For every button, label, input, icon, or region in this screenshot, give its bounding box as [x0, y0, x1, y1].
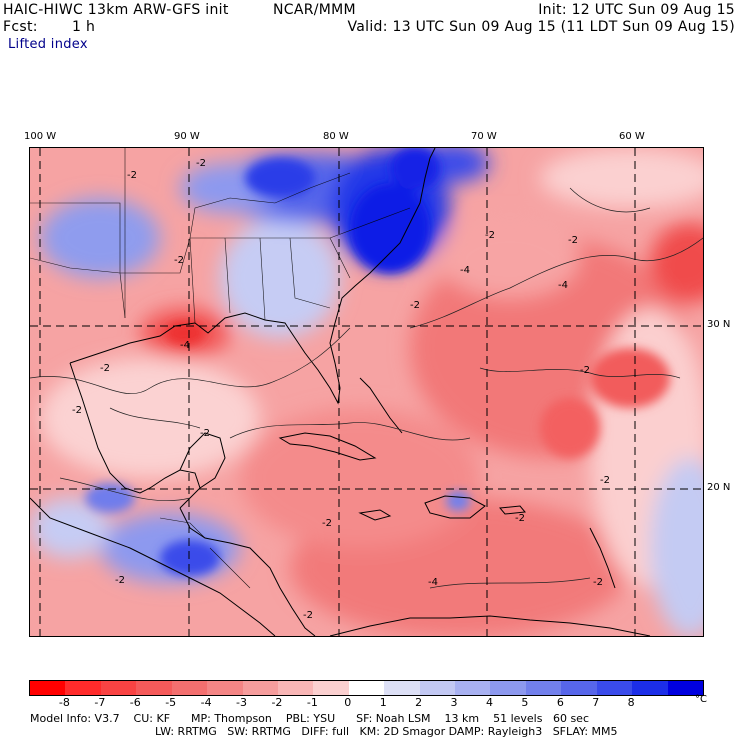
map-canvas: -2 -2 -2 -2 -4 -4 -2 -2 -2 -4 -2 -2 -2 -… — [30, 148, 703, 636]
legend-tick-label: 8 — [627, 696, 635, 709]
legend-color-cell — [277, 681, 314, 695]
legend-color-cell — [313, 681, 349, 695]
contour-label: -2 — [600, 475, 610, 486]
contour-label: -2 — [115, 575, 125, 586]
legend-color-cell — [596, 681, 633, 695]
contour-label: -2 — [515, 513, 525, 524]
legend-unit: °C — [695, 694, 707, 705]
legend-color-cell — [419, 681, 456, 695]
fcst-value: 1 h — [72, 19, 96, 35]
contour-label: -2 — [322, 518, 332, 529]
contour-lines — [30, 187, 703, 589]
legend-color-cell — [207, 681, 243, 695]
fcst-label: Fcst: — [3, 19, 38, 35]
legend-tick-label: -4 — [200, 696, 212, 709]
legend-color-cell — [632, 681, 668, 695]
legend-tick-label: -7 — [94, 696, 106, 709]
legend-tick-label: 5 — [521, 696, 529, 709]
legend-color-cell — [490, 681, 526, 695]
legend-color-cell — [30, 681, 66, 695]
legend-color-cell — [100, 681, 137, 695]
legend-tick-label: 1 — [379, 696, 387, 709]
legend-tick-label: 0 — [344, 696, 352, 709]
legend-color-cell — [65, 681, 101, 695]
legend-tick-label: -2 — [271, 696, 283, 709]
model-info-line2: LW: RRTMG SW: RRTMG DIFF: full KM: 2D Sm… — [155, 725, 618, 738]
legend-tick-label: 3 — [450, 696, 458, 709]
lon-label-100w: 100 W — [24, 131, 57, 142]
lon-label-80w: 80 W — [323, 131, 349, 142]
contour-label: -2 — [580, 365, 590, 376]
lifted-index-map: -2 -2 -2 -2 -4 -4 -2 -2 -2 -4 -2 -2 -2 -… — [29, 147, 704, 637]
contour-label: -2 — [100, 363, 110, 374]
contour-label: -2 — [485, 230, 495, 241]
contour-label: -2 — [127, 170, 137, 181]
contour-label: -4 — [460, 265, 470, 276]
contour-label: -2 — [593, 577, 603, 588]
org-label: NCAR/MMM — [273, 2, 356, 18]
legend-tick-label: -3 — [236, 696, 247, 709]
grid-lines — [30, 148, 703, 636]
contour-label: -2 — [568, 235, 578, 246]
legend-tick-label: 6 — [556, 696, 564, 709]
contour-label: -2 — [303, 610, 313, 621]
contour-label: -2 — [174, 255, 184, 266]
legend-color-cell — [136, 681, 172, 695]
legend-tick-label: 4 — [485, 696, 493, 709]
field-detail — [85, 148, 670, 576]
lat-label-30n: 30 N — [707, 319, 731, 330]
legend-tick-label: -5 — [165, 696, 177, 709]
contour-label: -2 — [410, 300, 420, 311]
contour-label: -2 — [72, 405, 82, 416]
legend-tick-label: -6 — [129, 696, 141, 709]
model-title: HAIC-HIWC 13km ARW-GFS init — [3, 2, 229, 18]
contour-label: -4 — [180, 340, 190, 351]
contour-label: -2 — [196, 158, 206, 169]
legend-tick-label: -8 — [58, 696, 70, 709]
init-time: Init: 12 UTC Sun 09 Aug 15 — [538, 2, 735, 18]
lon-label-60w: 60 W — [619, 131, 645, 142]
valid-time: Valid: 13 UTC Sun 09 Aug 15 (11 LDT Sun … — [347, 19, 735, 35]
coastlines — [30, 148, 651, 636]
legend-tick-label: 7 — [592, 696, 600, 709]
legend-color-cell — [171, 681, 208, 695]
legend-color-cell — [384, 681, 420, 695]
legend-color-cell — [667, 681, 704, 695]
contour-label: -4 — [558, 280, 568, 291]
contour-label-group: -2 -2 -2 -2 -4 -4 -2 -2 -2 -4 -2 -2 -2 -… — [72, 158, 610, 621]
contour-label: -2 — [200, 428, 210, 439]
legend-color-cell — [242, 681, 278, 695]
legend-color-cell — [455, 681, 491, 695]
field-name: Lifted index — [8, 37, 88, 52]
lon-label-70w: 70 W — [471, 131, 497, 142]
model-info-line1: Model Info: V3.7 CU: KF MP: Thompson PBL… — [30, 712, 590, 725]
lon-label-90w: 90 W — [174, 131, 200, 142]
legend-tick-label: 2 — [415, 696, 423, 709]
color-legend — [29, 680, 704, 696]
contour-label: -4 — [428, 577, 438, 588]
legend-tick-label: -1 — [306, 696, 318, 709]
legend-color-cell — [561, 681, 597, 695]
legend-color-cell — [525, 681, 562, 695]
legend-color-cell — [348, 681, 385, 695]
lat-label-20n: 20 N — [707, 482, 731, 493]
political-borders — [30, 148, 411, 589]
